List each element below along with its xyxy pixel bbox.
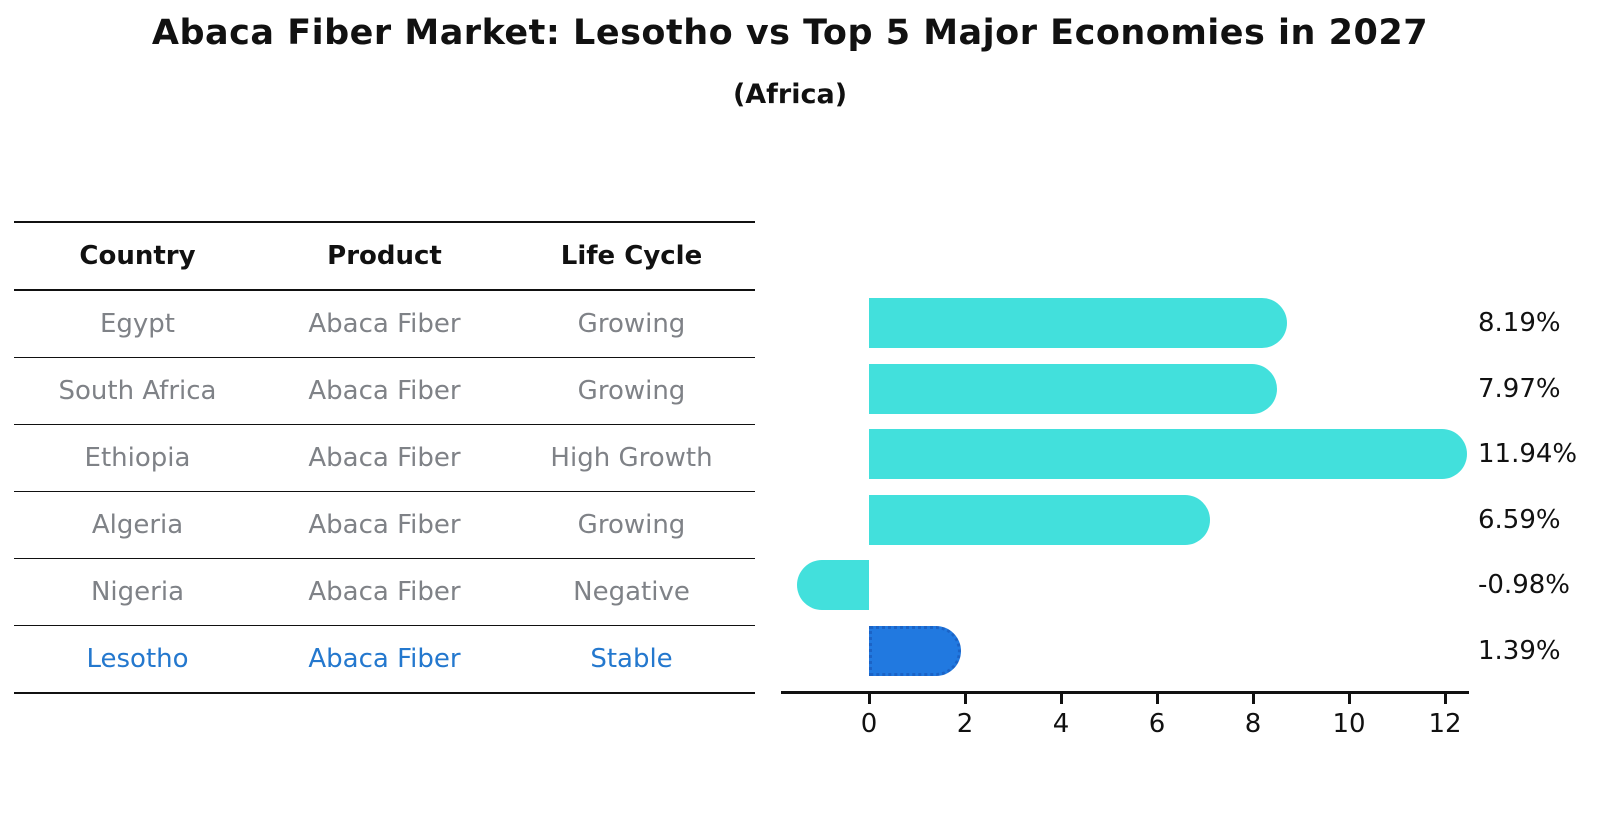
column-header-life-cycle: Life Cycle [560, 241, 703, 271]
cell-country: Algeria [91, 510, 184, 540]
table-row-ethiopia: Ethiopia Abaca Fiber High Growth [14, 425, 755, 492]
cell-product: Abaca Fiber [308, 376, 461, 406]
x-axis-line [781, 691, 1469, 694]
value-label-egypt: 8.19% [1478, 308, 1561, 338]
x-tick-10 [1347, 691, 1351, 704]
cell-product: Abaca Fiber [308, 443, 461, 473]
cell-life-cycle: High Growth [550, 443, 713, 473]
bar-algeria [869, 494, 1211, 545]
table-header-row: Country Product Life Cycle [14, 223, 755, 291]
x-tick-6 [1155, 691, 1159, 704]
cell-product: Abaca Fiber [308, 644, 461, 674]
table-row-algeria: Algeria Abaca Fiber Growing [14, 492, 755, 559]
x-tick-label-0: 0 [860, 709, 878, 739]
bar-egypt [869, 298, 1288, 348]
cell-life-cycle: Negative [573, 577, 690, 607]
cell-life-cycle: Growing [577, 309, 686, 339]
value-label-algeria: 6.59% [1478, 504, 1561, 535]
table-row-south-africa: South Africa Abaca Fiber Growing [14, 358, 755, 425]
chart-subtitle: (Africa) [732, 79, 848, 110]
cell-country: Nigeria [90, 577, 185, 607]
x-tick-label-12: 12 [1428, 709, 1462, 739]
table-row-egypt: Egypt Abaca Fiber Growing [14, 291, 755, 358]
bar-nigeria [796, 560, 869, 610]
table-row-nigeria: Nigeria Abaca Fiber Negative [14, 559, 755, 626]
value-label-nigeria: -0.98% [1478, 570, 1570, 600]
cell-product: Abaca Fiber [308, 510, 461, 540]
x-tick-4 [1059, 691, 1063, 704]
cell-country: Ethiopia [84, 443, 191, 473]
cell-country: Lesotho [86, 644, 189, 674]
x-tick-label-10: 10 [1332, 709, 1366, 739]
value-label-lesotho: 1.39% [1478, 635, 1561, 666]
x-tick-8 [1251, 691, 1255, 704]
cell-product: Abaca Fiber [308, 309, 461, 339]
country-table: Country Product Life Cycle Egypt Abaca Fiber… [14, 221, 755, 694]
bar-ethiopia [869, 429, 1468, 479]
cell-life-cycle: Stable [590, 644, 673, 674]
x-tick-label-8: 8 [1244, 709, 1262, 739]
table-row-lesotho: Lesotho Abaca Fiber Stable [14, 626, 755, 694]
x-tick-0 [867, 691, 871, 704]
x-tick-label-6: 6 [1148, 709, 1166, 739]
x-tick-12 [1443, 691, 1447, 704]
column-header-country: Country [79, 241, 196, 271]
cell-country: South Africa [58, 376, 217, 406]
cell-life-cycle: Growing [577, 510, 686, 540]
column-header-product: Product [327, 241, 442, 271]
cell-product: Abaca Fiber [308, 577, 461, 607]
x-tick-label-2: 2 [956, 709, 974, 739]
x-tick-2 [963, 691, 967, 704]
x-tick-label-4: 4 [1052, 709, 1070, 739]
cell-life-cycle: Growing [577, 376, 686, 406]
bar-south-africa [869, 363, 1277, 414]
bar-lesotho [869, 625, 961, 676]
value-label-south-africa: 7.97% [1478, 373, 1561, 404]
value-label-ethiopia: 11.94% [1478, 439, 1578, 469]
chart-title: Abaca Fiber Market: Lesotho vs Top 5 Maj… [151, 13, 1429, 53]
cell-country: Egypt [99, 309, 176, 339]
